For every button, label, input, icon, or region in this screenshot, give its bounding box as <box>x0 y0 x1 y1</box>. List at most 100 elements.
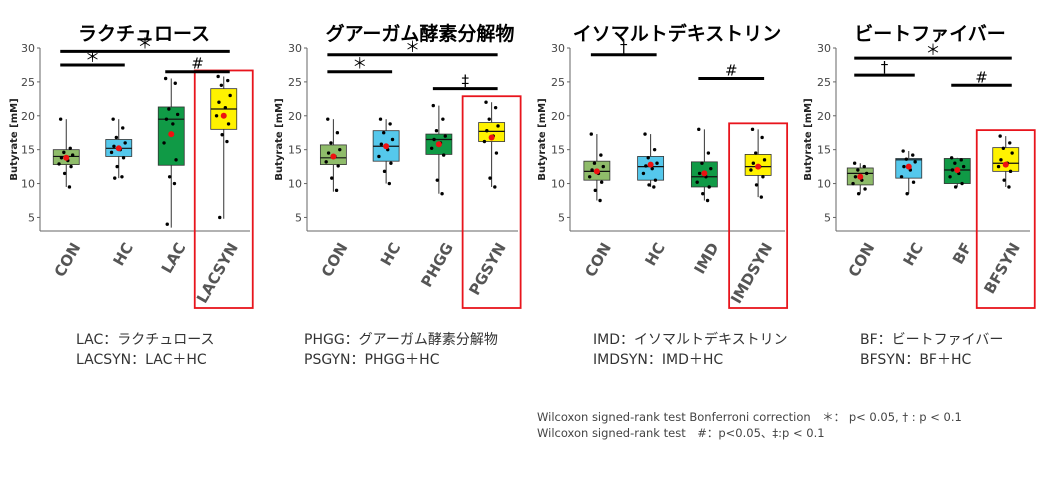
data-point <box>338 147 342 152</box>
x-tick-label: HC <box>377 240 404 269</box>
data-point <box>762 158 767 162</box>
data-point <box>324 160 328 164</box>
significance-label: ＊ <box>925 41 940 59</box>
data-point <box>330 176 334 180</box>
data-point <box>334 188 339 193</box>
data-point <box>853 175 858 179</box>
y-tick-label: 5 <box>824 211 831 224</box>
data-point <box>863 187 867 191</box>
data-point <box>173 81 177 85</box>
data-point <box>440 192 444 196</box>
data-point <box>326 151 331 155</box>
chart-title: グアーガム酵素分解物 <box>326 22 515 45</box>
legend-note-line: BFSYN：BF＋HC <box>860 352 972 368</box>
data-point <box>998 134 1002 138</box>
data-point <box>214 114 219 118</box>
mean-point <box>755 163 762 170</box>
data-point <box>114 135 119 140</box>
y-tick-label: 15 <box>288 144 302 157</box>
highlight-box <box>975 129 1036 309</box>
data-point <box>225 139 229 144</box>
legend-note-line: LACSYN：LAC＋HC <box>76 352 207 368</box>
data-point <box>598 198 602 203</box>
y-tick-label: 15 <box>21 144 35 157</box>
data-point <box>862 164 866 169</box>
data-point <box>761 175 765 179</box>
legend-note-bf: BF：ビートファイバー BFSYN：BF＋HC <box>860 330 1003 370</box>
data-point <box>167 175 172 179</box>
x-tick-label: CON <box>581 240 615 280</box>
data-point <box>379 142 384 146</box>
data-point <box>493 105 498 110</box>
data-point <box>996 164 1001 169</box>
data-point <box>697 127 701 132</box>
data-point <box>441 117 445 121</box>
data-point <box>760 135 764 140</box>
data-point <box>493 185 497 189</box>
data-point <box>749 168 753 172</box>
data-point <box>484 100 488 104</box>
data-point <box>589 132 593 136</box>
data-point <box>494 151 499 155</box>
y-tick-label: 30 <box>21 42 35 55</box>
data-point <box>961 164 966 169</box>
data-point <box>856 168 860 172</box>
x-tick-label: CON <box>845 240 879 280</box>
x-tick-label: PHGG <box>417 240 457 291</box>
mean-point <box>488 134 495 141</box>
y-tick-label: 25 <box>288 76 302 89</box>
mean-point <box>701 170 708 177</box>
data-point <box>655 161 659 165</box>
data-point <box>67 185 72 189</box>
y-tick-label: 20 <box>551 110 565 123</box>
significance-label: ＊ <box>405 38 420 56</box>
data-point <box>643 132 647 136</box>
significance-label: ＊ <box>137 34 152 52</box>
y-tick-label: 20 <box>288 110 302 123</box>
data-point <box>69 164 73 169</box>
data-point <box>759 195 764 199</box>
data-point <box>856 192 861 196</box>
data-point <box>953 161 957 165</box>
data-point <box>701 192 705 196</box>
chart-panel-3: イソマルトデキストリン Butyrate [mM] 5 10 15 20 25 30 CON HC… <box>537 22 789 309</box>
y-tick-label: 30 <box>551 42 565 55</box>
data-point <box>1007 185 1011 189</box>
mean-point <box>168 131 175 138</box>
legend-note-line: LAC：ラクチュロース <box>76 332 215 348</box>
data-point <box>695 180 699 184</box>
data-point <box>488 176 492 180</box>
x-tick-label: PGSYN <box>465 240 509 299</box>
chart-panel-2: グアーガム酵素分解物 Butyrate [mM] 5 10 15 20 25 30 CON HC P… <box>274 22 522 309</box>
data-point <box>487 117 491 121</box>
data-point <box>390 137 395 142</box>
data-point <box>948 175 952 179</box>
data-point <box>174 158 178 162</box>
data-point <box>111 117 115 121</box>
data-point <box>113 176 117 180</box>
data-point <box>388 122 392 126</box>
data-point <box>960 181 964 186</box>
data-point <box>226 78 230 83</box>
legend-note-line: BF：ビートファイバー <box>860 332 1004 348</box>
y-tick-label: 25 <box>551 76 565 89</box>
data-point <box>112 144 116 148</box>
legend-note-line: PHGG：グアーガム酵素分解物 <box>304 332 498 348</box>
y-tick-label: 20 <box>817 110 831 123</box>
chart-panel-4: ビートファイバー Butyrate [mM] 5 10 15 20 25 30 CON HC BF B… <box>803 23 1036 309</box>
data-point <box>864 171 869 176</box>
mean-point <box>435 141 442 148</box>
data-point <box>587 175 592 179</box>
x-tick-label: BF <box>949 240 975 268</box>
data-point <box>377 154 381 159</box>
y-tick-label: 10 <box>551 178 565 191</box>
data-point <box>899 175 904 179</box>
chart-title: イソマルトデキストリン <box>573 22 781 45</box>
y-tick-label: 5 <box>28 211 35 224</box>
chart-panel-1: ラクチュロース Butyrate [mM] 5 10 15 20 25 30 CON HC LAC L… <box>9 23 254 309</box>
highlight-box <box>461 95 522 309</box>
data-point <box>852 161 857 165</box>
data-point <box>599 180 604 184</box>
data-point <box>441 153 446 157</box>
